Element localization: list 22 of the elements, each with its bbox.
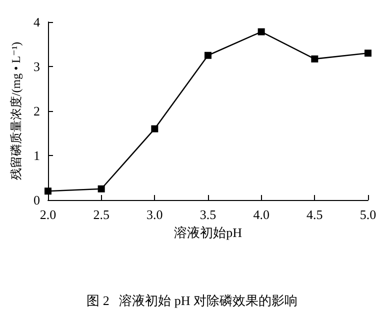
x-tick-label: 4.5 (306, 207, 323, 222)
point (258, 28, 265, 36)
caption: 图 2 溶液初始 pH 对除磷效果的影响 (86, 293, 298, 308)
x-tick-label: 3.0 (146, 207, 163, 222)
x-axis-title: 溶液初始pH (174, 225, 242, 240)
point (364, 50, 372, 57)
x-tick-label: 2.5 (93, 207, 110, 222)
point (44, 188, 52, 195)
y-axis-title: 残留磷质量浓度/(mg • L⁻¹) (9, 42, 23, 180)
y-tick-label: 1 (34, 148, 40, 163)
y-tick-label: 2 (34, 104, 40, 118)
y-tick-label: 0 (34, 192, 40, 208)
x-tick-label: 2.0 (40, 207, 56, 222)
point (151, 125, 158, 132)
point (311, 55, 318, 62)
y-tick-label: 4 (34, 14, 40, 30)
x-tick-label: 5.0 (360, 207, 376, 222)
point (204, 52, 212, 59)
y-tick-label: 3 (34, 59, 40, 74)
x-tick-label: 4.0 (253, 207, 270, 222)
x-tick-label: 3.5 (200, 207, 216, 222)
point (98, 185, 105, 192)
